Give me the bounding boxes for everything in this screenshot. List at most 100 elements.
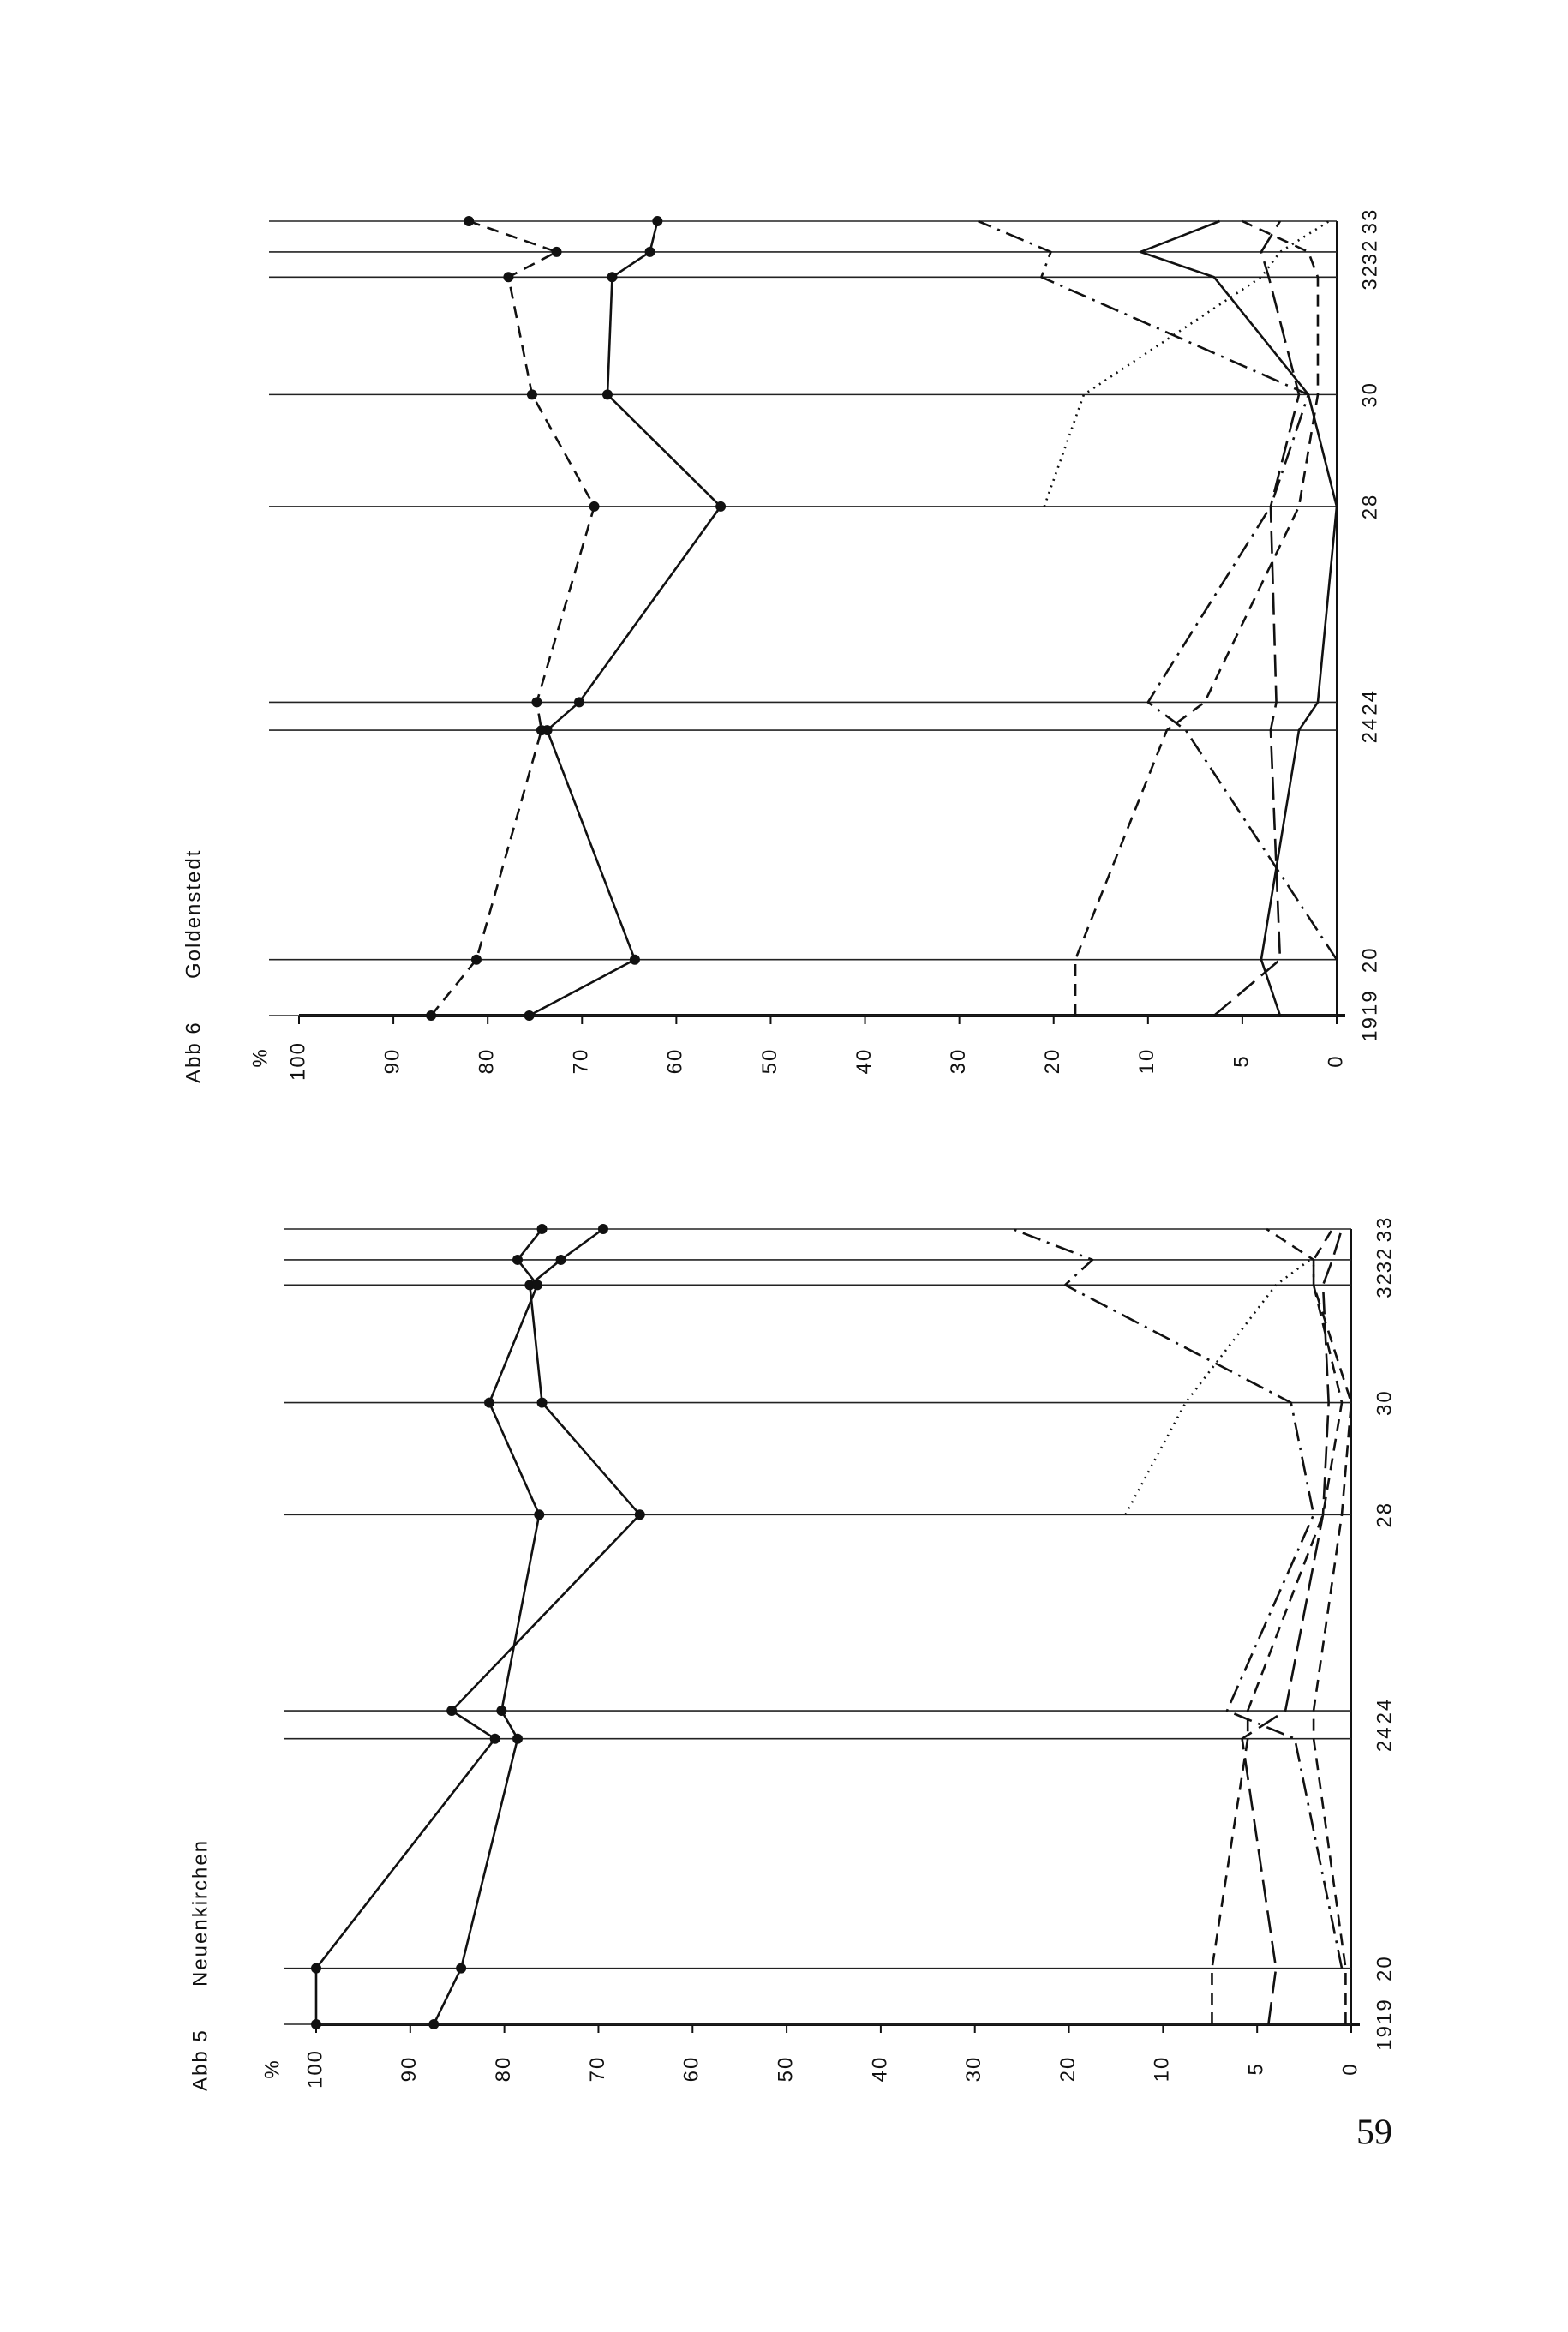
data-point bbox=[555, 1254, 566, 1265]
series-line bbox=[529, 220, 722, 1017]
y-tick-label: 5 bbox=[1245, 2062, 1268, 2075]
figure-label: Abb 6 bbox=[182, 1021, 205, 1083]
data-point bbox=[551, 246, 562, 257]
x-tick-label: 24 bbox=[1358, 689, 1381, 716]
data-point bbox=[524, 1280, 536, 1291]
series-line bbox=[1241, 1228, 1344, 2025]
series-line bbox=[1124, 1258, 1311, 1515]
data-point bbox=[489, 1733, 500, 1744]
x-tick-label: 30 bbox=[1373, 1389, 1396, 1416]
data-point bbox=[526, 389, 537, 400]
x-tick-label: 24 bbox=[1373, 1725, 1396, 1752]
x-tick-label: 20 bbox=[1373, 1955, 1396, 1981]
series-line bbox=[1012, 1227, 1344, 1969]
data-point bbox=[634, 1509, 645, 1520]
series-line bbox=[1213, 220, 1301, 1016]
data-point bbox=[532, 1280, 543, 1291]
data-point bbox=[607, 272, 618, 283]
y-tick-label: 70 bbox=[586, 2056, 609, 2083]
series-line bbox=[1266, 1227, 1353, 2024]
y-tick-label: 30 bbox=[947, 1048, 970, 1075]
figure-label: Abb 5 bbox=[189, 2029, 212, 2091]
series-line bbox=[1211, 1228, 1344, 2024]
data-point bbox=[470, 954, 482, 965]
series-line bbox=[1043, 219, 1330, 507]
series-line bbox=[1139, 219, 1338, 1016]
data-point bbox=[536, 1224, 548, 1234]
data-point bbox=[573, 697, 584, 708]
y-tick-label: 60 bbox=[680, 2056, 703, 2083]
data-point bbox=[503, 272, 514, 283]
series-line bbox=[430, 219, 595, 1016]
y-tick-label: 10 bbox=[1151, 2056, 1174, 2083]
data-point bbox=[652, 216, 663, 226]
x-tick-label: 33 bbox=[1373, 1216, 1396, 1243]
x-tick-label: 32 bbox=[1373, 1247, 1396, 1274]
y-tick-label: 0 bbox=[1324, 1054, 1347, 1067]
data-point bbox=[512, 1254, 524, 1265]
y-tick-label: 50 bbox=[758, 1048, 781, 1075]
y-unit: % bbox=[260, 2059, 284, 2078]
x-tick-label: 30 bbox=[1358, 381, 1381, 408]
x-tick-label: 1919 bbox=[1373, 1998, 1396, 2050]
data-point bbox=[536, 725, 547, 736]
x-tick-label: 1919 bbox=[1358, 989, 1381, 1041]
y-tick-label: 80 bbox=[476, 1048, 499, 1075]
y-tick-label: 90 bbox=[398, 2056, 421, 2083]
chart-title: Goldenstedt bbox=[182, 849, 205, 979]
x-tick-label: 32 bbox=[1373, 1272, 1396, 1298]
data-point bbox=[426, 1010, 437, 1021]
series-line bbox=[314, 1227, 642, 2024]
data-point bbox=[446, 1706, 458, 1717]
data-point bbox=[428, 2019, 440, 2029]
data-point bbox=[464, 216, 475, 226]
y-tick-label: 40 bbox=[853, 1048, 876, 1075]
page-number: 59 bbox=[1356, 2113, 1392, 2153]
y-tick-label: 20 bbox=[1056, 2056, 1080, 2083]
x-tick-label: 33 bbox=[1358, 208, 1381, 235]
y-tick-label: 30 bbox=[962, 2056, 985, 2083]
data-point bbox=[496, 1706, 507, 1717]
x-tick-label: 28 bbox=[1358, 494, 1381, 520]
y-tick-label: 70 bbox=[570, 1048, 593, 1075]
x-tick-label: 32 bbox=[1358, 239, 1381, 266]
data-point bbox=[597, 1224, 608, 1234]
data-point bbox=[524, 1010, 535, 1021]
data-point bbox=[589, 501, 600, 512]
x-tick-label: 28 bbox=[1373, 1502, 1396, 1528]
y-tick-label: 10 bbox=[1135, 1048, 1158, 1075]
data-point bbox=[484, 1397, 495, 1408]
data-point bbox=[456, 1963, 467, 1974]
data-point bbox=[629, 954, 640, 965]
y-tick-label: 60 bbox=[664, 1048, 687, 1075]
x-tick-label: 20 bbox=[1358, 946, 1381, 973]
y-tick-label: 100 bbox=[303, 2049, 326, 2089]
y-tick-label: 5 bbox=[1230, 1054, 1253, 1067]
data-point bbox=[311, 2019, 321, 2029]
data-point bbox=[536, 1397, 548, 1408]
x-tick-label: 24 bbox=[1358, 717, 1381, 744]
x-tick-label: 32 bbox=[1358, 264, 1381, 291]
data-point bbox=[534, 1509, 545, 1520]
data-point bbox=[531, 697, 542, 708]
data-point bbox=[512, 1733, 524, 1744]
y-tick-label: 90 bbox=[380, 1048, 404, 1075]
data-point bbox=[601, 389, 613, 400]
chart-title: Neuenkirchen bbox=[189, 1839, 212, 1987]
series-line bbox=[433, 1228, 543, 2025]
data-point bbox=[715, 501, 727, 512]
y-tick-label: 20 bbox=[1041, 1048, 1064, 1075]
y-tick-label: 40 bbox=[868, 2056, 891, 2083]
y-tick-label: 100 bbox=[286, 1041, 309, 1081]
x-tick-label: 24 bbox=[1373, 1698, 1396, 1724]
data-point bbox=[644, 246, 655, 257]
series-line bbox=[1074, 219, 1320, 1016]
data-point bbox=[311, 1963, 321, 1974]
series-line bbox=[978, 219, 1338, 961]
y-tick-label: 80 bbox=[492, 2056, 515, 2083]
y-tick-label: 0 bbox=[1338, 2062, 1362, 2075]
y-unit: % bbox=[248, 1047, 272, 1067]
y-tick-label: 50 bbox=[774, 2056, 797, 2083]
